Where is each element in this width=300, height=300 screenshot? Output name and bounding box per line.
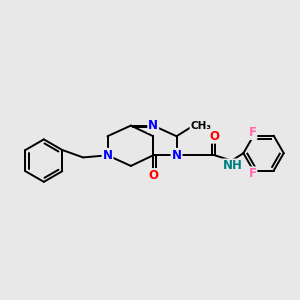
Text: F: F xyxy=(248,167,256,180)
Text: O: O xyxy=(148,169,158,182)
Text: CH₃: CH₃ xyxy=(190,121,212,130)
Text: N: N xyxy=(172,149,182,162)
Text: O: O xyxy=(210,130,220,143)
Text: F: F xyxy=(248,126,256,139)
Text: N: N xyxy=(148,119,158,132)
Text: N: N xyxy=(103,149,112,162)
Text: NH: NH xyxy=(223,159,243,172)
